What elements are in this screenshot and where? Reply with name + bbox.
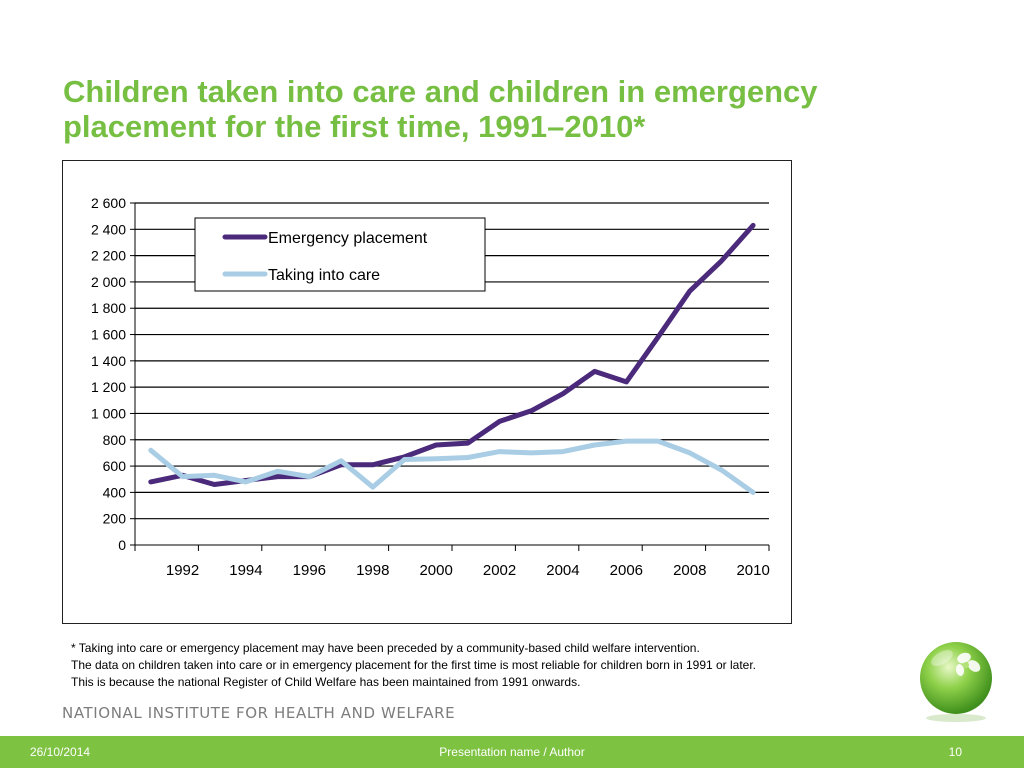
footnote-line: The data on children taken into care or … (71, 658, 757, 672)
x-tick-label: 2010 (736, 562, 769, 579)
x-tick-label: 2002 (483, 562, 516, 579)
x-tick-labels: 1992 1994 1996 1998 2000 2002 2004 2006 2008 2010 (166, 562, 770, 579)
footnote-line: * Taking into care or emergency placemen… (71, 641, 700, 655)
y-tick-label: 400 (103, 484, 127, 500)
y-tick-label: 2 400 (91, 221, 126, 237)
legend: Emergency placement Taking into care (194, 217, 486, 292)
y-tick-label: 800 (103, 432, 127, 448)
globe-logo-icon (920, 642, 992, 722)
organization-name: NATIONAL INSTITUTE FOR HEALTH AND WELFAR… (62, 704, 456, 722)
x-tick-label: 2008 (673, 562, 706, 579)
y-tick-label: 600 (103, 458, 127, 474)
chart-frame: 0 200 400 600 800 1 000 1 200 1 400 1 600 1 800 2 … (62, 160, 792, 624)
axes (130, 202, 770, 551)
x-tick-label: 1996 (293, 562, 326, 579)
footnotes: * Taking into care or emergency placemen… (71, 640, 951, 691)
x-tick-label: 1992 (166, 562, 199, 579)
y-tick-label: 0 (118, 537, 126, 553)
footer-page-number: 10 (948, 745, 962, 759)
y-tick-label: 200 (103, 511, 127, 527)
y-tick-label: 1 000 (91, 405, 126, 421)
x-tick-label: 1994 (229, 562, 262, 579)
footer-presentation-name: Presentation name / Author (439, 745, 585, 759)
line-chart: 0 200 400 600 800 1 000 1 200 1 400 1 600 1 800 2 … (91, 195, 770, 579)
x-tick-label: 2004 (546, 562, 579, 579)
footnote-line: This is because the national Register of… (71, 675, 581, 689)
y-tick-label: 2 600 (91, 195, 126, 211)
x-tick-label: 2006 (610, 562, 643, 579)
y-tick-label: 1 400 (91, 353, 126, 369)
footer-date: 26/10/2014 (30, 745, 91, 759)
y-tick-label: 1 800 (91, 300, 126, 316)
y-tick-label: 1 200 (91, 379, 126, 395)
footer-bar: 26/10/2014 Presentation name / Author 10 (0, 736, 1024, 768)
legend-label: Taking into care (268, 267, 380, 284)
x-tick-label: 1998 (356, 562, 389, 579)
slide-title: Children taken into care and children in… (63, 74, 818, 144)
legend-box (194, 217, 486, 292)
y-tick-label: 1 600 (91, 327, 126, 343)
series-lines (148, 222, 756, 495)
x-tick-label: 2000 (419, 562, 452, 579)
y-tick-labels: 0 200 400 600 800 1 000 1 200 1 400 1 600 1 800 2 … (91, 195, 126, 553)
series-line (148, 438, 756, 495)
y-tick-label: 2 000 (91, 274, 126, 290)
legend-label: Emergency placement (268, 230, 428, 247)
y-tick-label: 2 200 (91, 248, 126, 264)
